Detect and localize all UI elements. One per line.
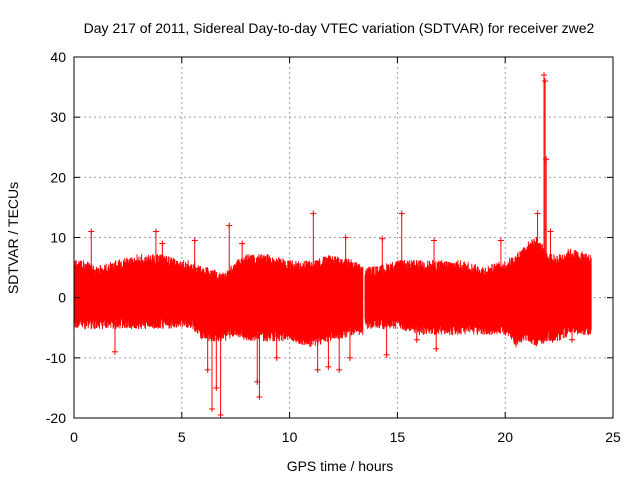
chart-title: Day 217 of 2011, Sidereal Day-to-day VTE… xyxy=(84,20,595,36)
data-point xyxy=(159,240,166,247)
x-tick-label: 10 xyxy=(282,429,298,445)
data-point xyxy=(433,345,440,352)
data-points xyxy=(88,72,576,418)
data-point xyxy=(256,393,263,400)
data-point xyxy=(569,336,576,343)
x-tick-label: 5 xyxy=(178,429,186,445)
x-axis-ticks: 0 5 10 15 20 25 xyxy=(70,57,621,445)
data-point xyxy=(226,222,233,229)
data-point xyxy=(342,234,349,241)
y-tick-label: 40 xyxy=(50,49,66,65)
x-tick-label: 25 xyxy=(605,429,621,445)
y-tick-label: -20 xyxy=(46,410,66,426)
data-point xyxy=(398,210,405,217)
data-point xyxy=(413,336,420,343)
y-tick-label: 0 xyxy=(58,290,66,306)
data-band xyxy=(73,237,592,348)
data-point xyxy=(534,210,541,217)
data-point xyxy=(547,228,554,235)
x-tick-label: 15 xyxy=(390,429,406,445)
data-point xyxy=(111,348,118,355)
x-tick-label: 0 xyxy=(70,429,78,445)
data-point xyxy=(431,237,438,244)
data-point xyxy=(152,228,159,235)
y-tick-label: 10 xyxy=(50,230,66,246)
data-point xyxy=(336,366,343,373)
data-point xyxy=(346,354,353,361)
data-point xyxy=(314,366,321,373)
data-point xyxy=(213,384,220,391)
x-tick-label: 20 xyxy=(497,429,513,445)
y-tick-label: 30 xyxy=(50,109,66,125)
data-point xyxy=(549,336,556,343)
data-point xyxy=(310,210,317,217)
plot-area xyxy=(73,72,592,418)
y-axis-label: SDTVAR / TECUs xyxy=(5,182,21,294)
data-point xyxy=(217,411,224,418)
data-point xyxy=(191,237,198,244)
data-point xyxy=(542,78,549,85)
data-point xyxy=(208,405,215,412)
grid xyxy=(74,57,613,418)
data-point xyxy=(379,235,386,242)
data-point xyxy=(497,237,504,244)
y-tick-label: 20 xyxy=(50,169,66,185)
data-point xyxy=(383,351,390,358)
data-point xyxy=(239,240,246,247)
data-point xyxy=(541,72,548,79)
data-point xyxy=(273,354,280,361)
y-tick-label: -10 xyxy=(46,350,66,366)
data-point xyxy=(88,228,95,235)
data-point xyxy=(543,156,550,163)
x-axis-label: GPS time / hours xyxy=(287,458,394,474)
data-point xyxy=(325,363,332,370)
data-point xyxy=(204,366,211,373)
y-axis-ticks: -20 -10 0 10 20 30 40 xyxy=(46,49,613,426)
data-point xyxy=(293,336,300,343)
